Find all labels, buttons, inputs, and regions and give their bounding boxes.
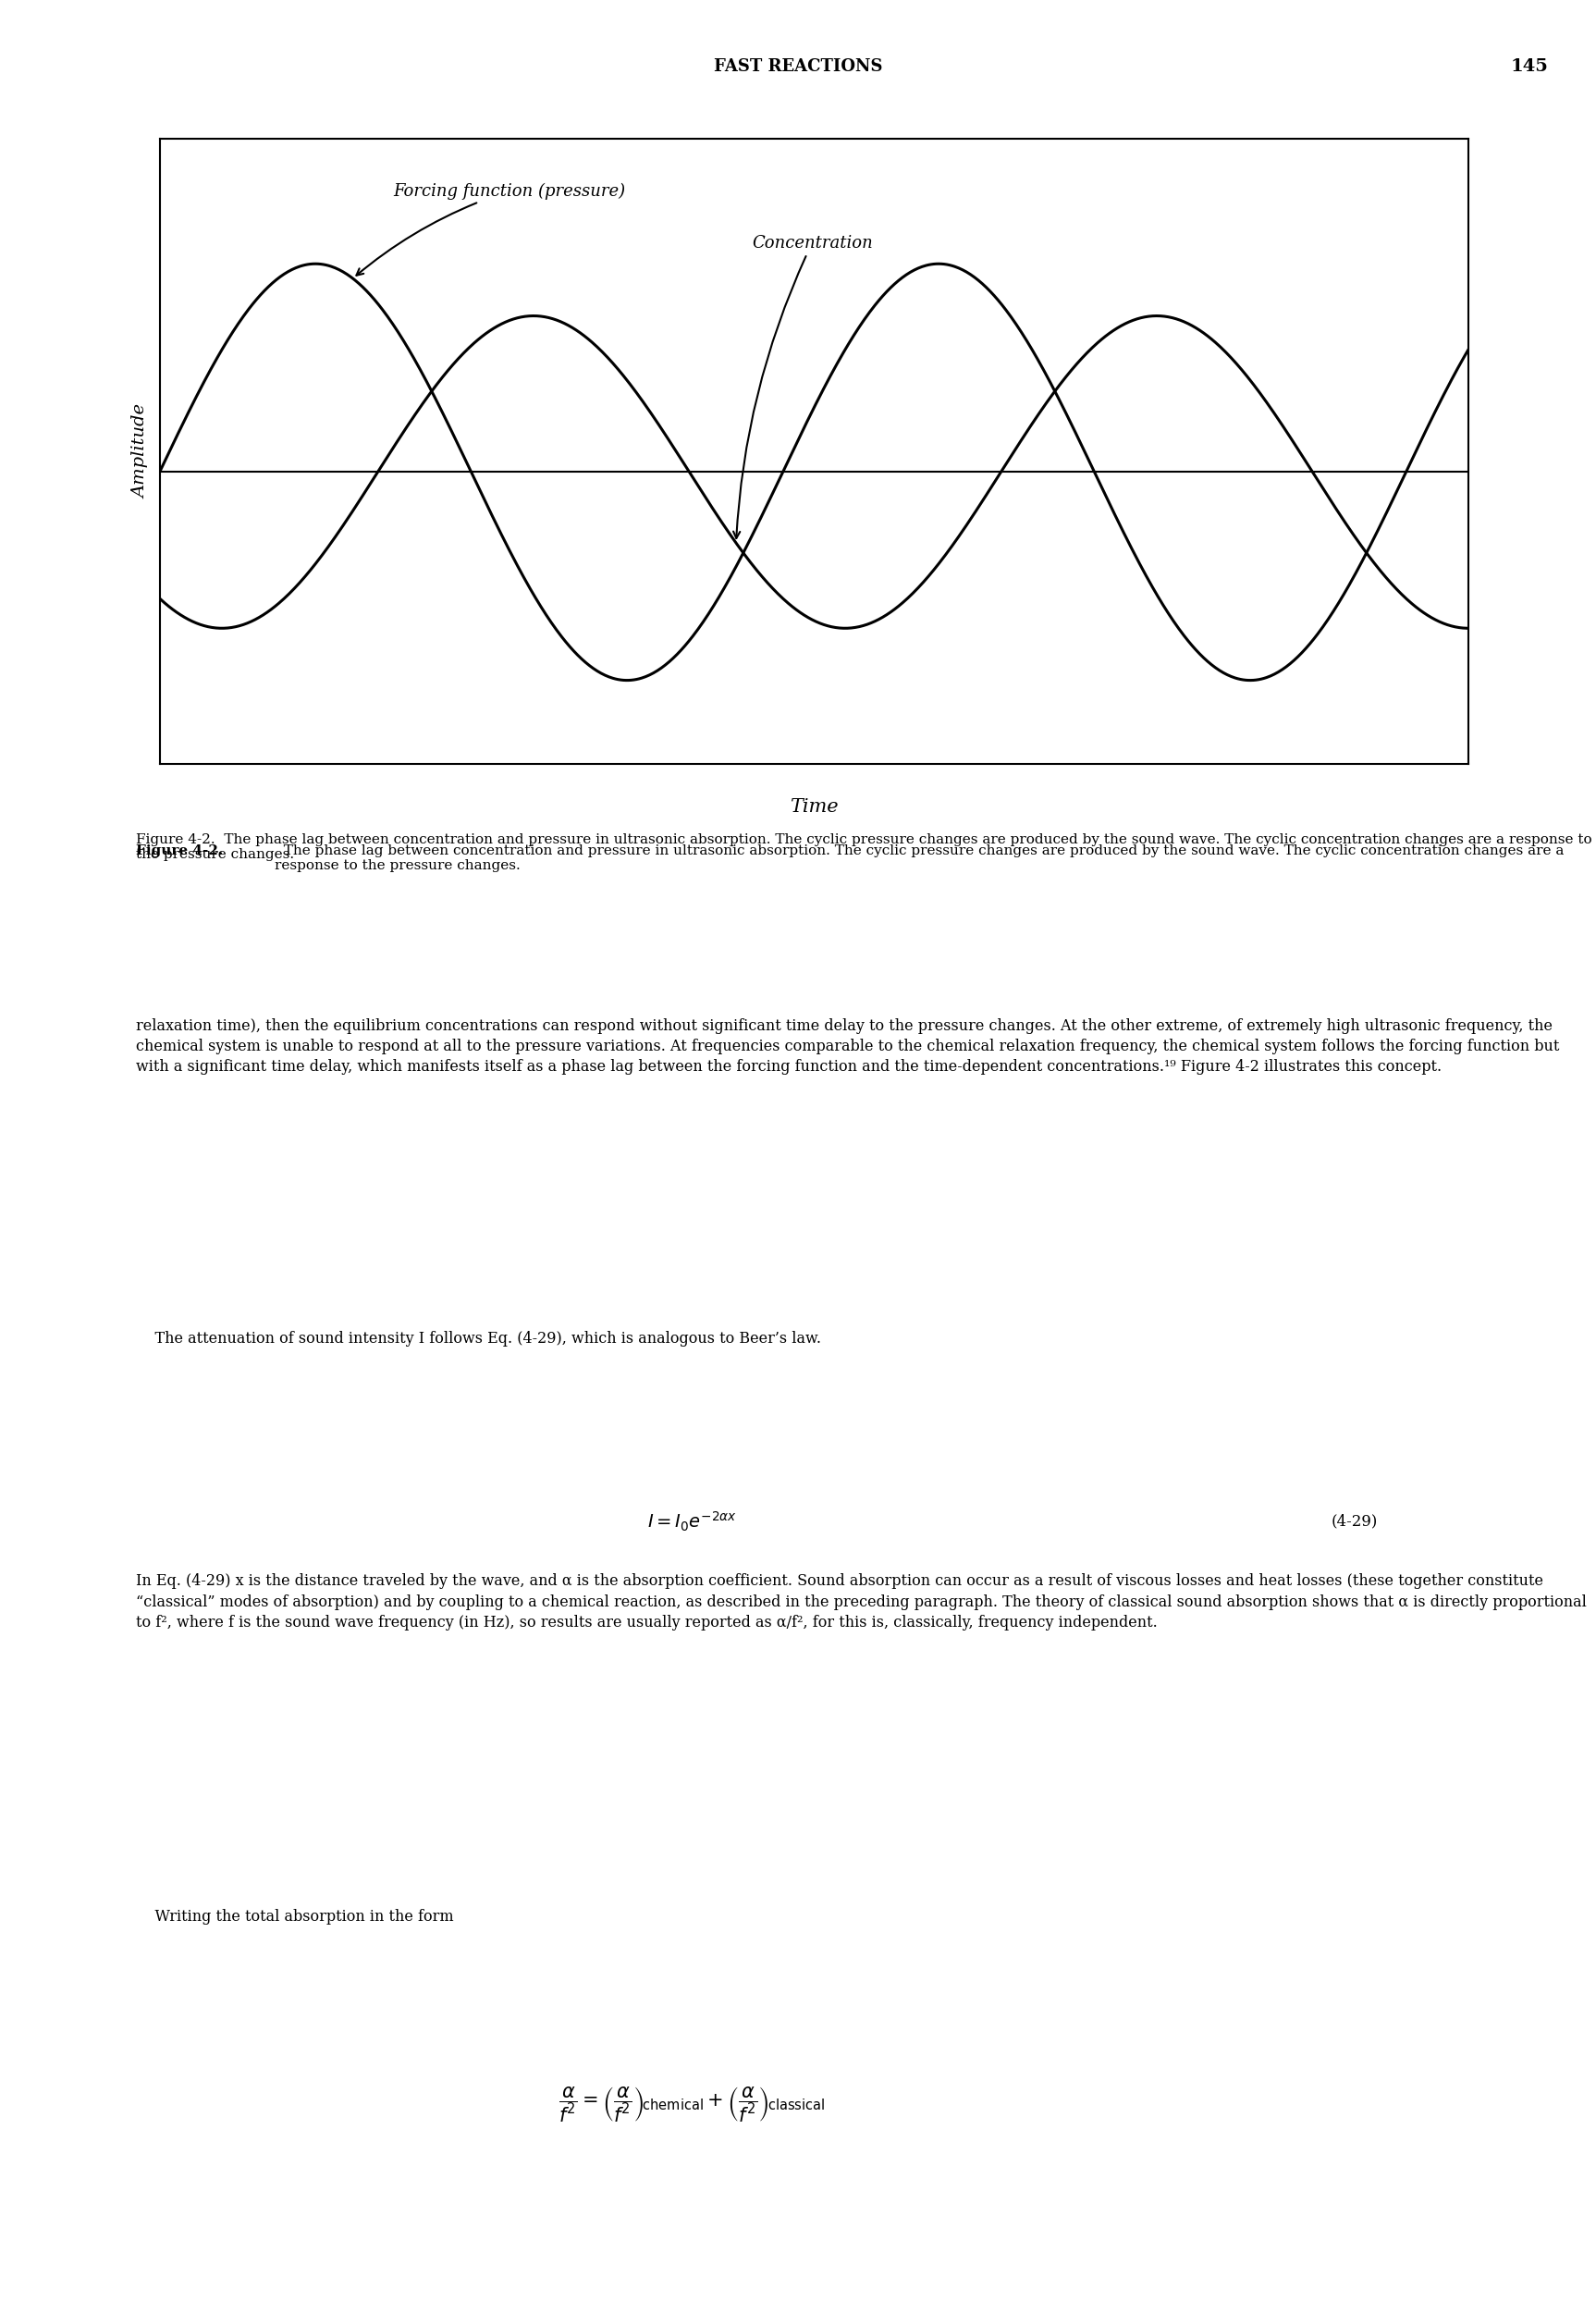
Text: 145: 145 (1510, 58, 1548, 74)
Text: relaxation time), then the equilibrium concentrations can respond without signif: relaxation time), then the equilibrium c… (136, 1018, 1559, 1076)
Text: In Eq. (4-29) x is the distance traveled by the wave, and α is the absorption co: In Eq. (4-29) x is the distance traveled… (136, 1574, 1586, 1631)
Y-axis label: Amplitude: Amplitude (132, 405, 150, 498)
Text: Writing the total absorption in the form: Writing the total absorption in the form (136, 1909, 453, 1925)
Text: $\dfrac{\alpha}{f^2} = \left(\dfrac{\alpha}{f^2}\right)_{\!\mathrm{chemical}} + : $\dfrac{\alpha}{f^2} = \left(\dfrac{\alp… (559, 2085, 825, 2124)
Text: (4-29): (4-29) (1331, 1513, 1377, 1530)
Text: Time: Time (790, 798, 838, 817)
Text: Figure 4-2.  The phase lag between concentration and pressure in ultrasonic abso: Figure 4-2. The phase lag between concen… (136, 833, 1591, 861)
Text: Figure 4-2.: Figure 4-2. (136, 845, 223, 858)
Text: FAST REACTIONS: FAST REACTIONS (713, 58, 883, 74)
Text: The phase lag between concentration and pressure in ultrasonic absorption. The c: The phase lag between concentration and … (275, 845, 1564, 872)
Text: $I = I_0 e^{-2\alpha x}$: $I = I_0 e^{-2\alpha x}$ (648, 1509, 737, 1534)
Text: The attenuation of sound intensity I follows Eq. (4-29), which is analogous to B: The attenuation of sound intensity I fol… (136, 1331, 820, 1347)
Text: Forcing function (pressure): Forcing function (pressure) (356, 183, 626, 275)
Text: Concentration: Concentration (733, 234, 873, 539)
